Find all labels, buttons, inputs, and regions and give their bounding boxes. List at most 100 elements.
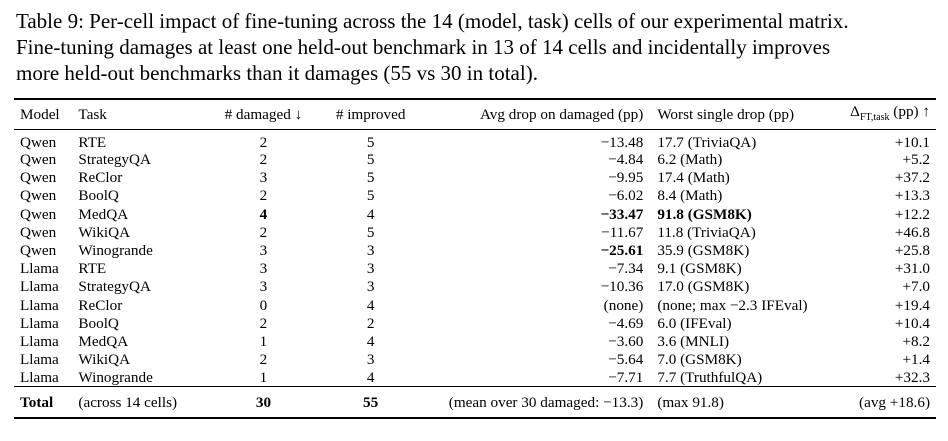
cell-task: RTE [78, 260, 107, 278]
cell-avg-drop: −4.69 [608, 314, 644, 332]
cell-avg-drop: −3.60 [608, 332, 644, 350]
header-row: Model Task # damaged ↓ # improved Avg dr… [14, 98, 936, 130]
cell-avg-drop: −25.61 [600, 242, 644, 260]
cell-model: Llama [20, 296, 59, 314]
cell-task: MedQA [78, 332, 129, 350]
cell-model: Qwen [20, 242, 57, 260]
cell-improved: 5 [366, 169, 375, 187]
cell-task: MedQA [78, 205, 129, 223]
cell-model: Llama [20, 369, 59, 387]
cell-task: BoolQ [78, 314, 119, 332]
cell-worst-drop: 91.8 (GSM8K) [657, 205, 752, 223]
cell-worst-drop: 7.0 (GSM8K) [657, 351, 742, 369]
table-row: Qwen RTE 2 5 −13.48 17.7 (TriviaQA) +10.1 [14, 129, 936, 151]
cell-task: RTE [78, 133, 107, 151]
cell-damaged: 2 [259, 314, 268, 332]
cell-model: Llama [20, 351, 59, 369]
cell-model: Llama [20, 314, 59, 332]
cell-delta: +32.3 [894, 369, 930, 387]
table-row: Llama Winogrande 1 4 −7.71 7.7 (TruthfulQA) +3… [14, 369, 936, 387]
caption-line-1: Table 9: Per-cell impact of fine-tuning … [16, 9, 849, 33]
total-label: Total [14, 386, 75, 419]
cell-damaged: 2 [259, 133, 268, 151]
total-avg-drop: (mean over 30 damaged: −13.3) [419, 386, 654, 419]
cell-improved: 5 [366, 151, 375, 169]
cell-improved: 5 [366, 133, 375, 151]
cell-avg-drop: −5.64 [608, 351, 644, 369]
delta-symbol: Δ [850, 102, 860, 120]
cell-avg-drop: −10.36 [600, 278, 644, 296]
cell-task: StrategyQA [78, 278, 151, 296]
cell-task: WikiQA [78, 351, 131, 369]
cell-worst-drop: 35.9 (GSM8K) [657, 242, 750, 260]
table-row: Qwen BoolQ 2 5 −6.02 8.4 (Math) +13.3 [14, 187, 936, 205]
cell-delta: +10.1 [894, 133, 930, 151]
cell-improved: 4 [366, 205, 375, 223]
cell-improved: 3 [366, 242, 375, 260]
table-row: Qwen ReClor 3 5 −9.95 17.4 (Math) +37.2 [14, 169, 936, 187]
cell-model: Qwen [20, 187, 57, 205]
cell-delta: +12.2 [894, 205, 930, 223]
cell-task: Winogrande [78, 369, 153, 387]
delta-subscript: FT,task [859, 111, 890, 123]
cell-worst-drop: 8.4 (Math) [657, 187, 723, 205]
header-damaged: # damaged ↓ [204, 98, 323, 130]
cell-damaged: 2 [259, 187, 268, 205]
table-row: Llama RTE 3 3 −7.34 9.1 (GSM8K) +31.0 [14, 260, 936, 278]
header-worst-drop: Worst single drop (pp) [653, 98, 847, 130]
cell-avg-drop: −11.67 [601, 223, 644, 241]
cell-damaged: 3 [259, 278, 268, 296]
cell-model: Llama [20, 260, 59, 278]
cell-model: Qwen [20, 133, 57, 151]
total-improved: 55 [322, 386, 420, 419]
cell-delta: +25.8 [894, 242, 930, 260]
cell-delta: +37.2 [894, 169, 930, 187]
header-task: Task [74, 98, 205, 130]
cell-model: Llama [20, 332, 59, 350]
cell-damaged: 1 [259, 332, 268, 350]
cell-worst-drop: 3.6 (MNLI) [657, 332, 730, 350]
cell-model: Qwen [20, 169, 57, 187]
cell-worst-drop: 17.4 (Math) [657, 169, 730, 187]
table-row: Llama MedQA 1 4 −3.60 3.6 (MNLI) +8.2 [14, 332, 936, 350]
cell-delta: +19.4 [894, 296, 930, 314]
cell-improved: 2 [366, 314, 375, 332]
cell-task: Winogrande [78, 242, 153, 260]
cell-worst-drop: 17.7 (TriviaQA) [657, 133, 757, 151]
cell-worst-drop: 17.0 (GSM8K) [657, 278, 750, 296]
cell-improved: 4 [366, 296, 375, 314]
table-row: Qwen Winogrande 3 3 −25.61 35.9 (GSM8K) +25.8 [14, 241, 936, 259]
cell-model: Llama [20, 278, 59, 296]
cell-delta: +46.8 [894, 223, 930, 241]
table-row: Llama StrategyQA 3 3 −10.36 17.0 (GSM8K) +7.0 [14, 278, 936, 296]
cell-avg-drop: −13.48 [600, 133, 644, 151]
cell-damaged: 0 [259, 296, 268, 314]
cell-delta: +13.3 [894, 187, 930, 205]
cell-avg-drop: −6.02 [608, 187, 644, 205]
cell-model: Qwen [20, 205, 57, 223]
cell-delta: +5.2 [902, 151, 930, 169]
results-table: Model Task # damaged ↓ # improved Avg dr… [14, 98, 936, 419]
cell-damaged: 1 [259, 369, 268, 387]
cell-task: BoolQ [78, 187, 119, 205]
header-improved: # improved [322, 98, 420, 130]
cell-delta: +7.0 [902, 278, 930, 296]
cell-model: Qwen [20, 223, 57, 241]
cell-delta: +10.4 [894, 314, 930, 332]
cell-avg-drop: −9.95 [608, 169, 644, 187]
cell-improved: 4 [366, 369, 375, 387]
header-delta: ΔFT,task (pp) ↑ [846, 98, 936, 130]
table-row: Qwen WikiQA 2 5 −11.67 11.8 (TriviaQA) +46.8 [14, 223, 936, 241]
cell-avg-drop: −7.34 [608, 260, 644, 278]
cell-damaged: 3 [259, 242, 268, 260]
header-model: Model [14, 98, 75, 130]
table-row: Qwen MedQA 4 4 −33.47 91.8 (GSM8K) +12.2 [14, 205, 936, 223]
cell-improved: 5 [366, 223, 375, 241]
table-row: Llama WikiQA 2 3 −5.64 7.0 (GSM8K) +1.4 [14, 351, 936, 369]
total-worst-drop: (max 91.8) [653, 386, 847, 419]
cell-improved: 3 [366, 351, 375, 369]
cell-damaged: 2 [259, 151, 268, 169]
cell-avg-drop: −33.47 [600, 205, 644, 223]
cell-improved: 3 [366, 278, 375, 296]
cell-avg-drop: (none) [603, 296, 644, 314]
